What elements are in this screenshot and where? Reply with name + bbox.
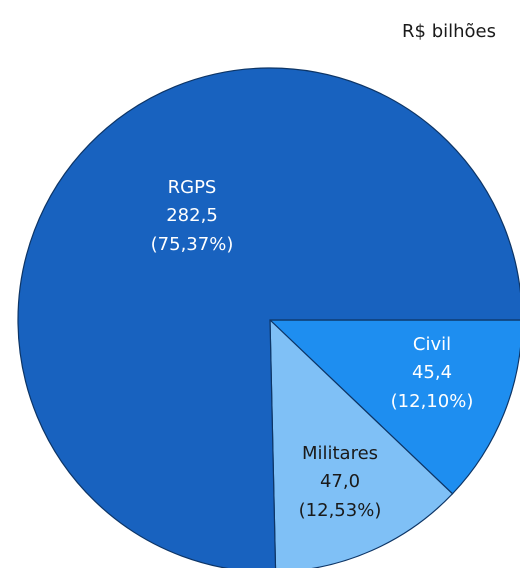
slice-percent-label: (12,10%) bbox=[391, 391, 474, 412]
pie-slice bbox=[268, 319, 520, 495]
slice-value-label: 282,5 bbox=[166, 205, 218, 226]
slice-label: RGPS bbox=[168, 177, 217, 198]
slice-percent-label: (12,53%) bbox=[299, 500, 382, 521]
chart-subtitle: R$ bilhões bbox=[402, 21, 496, 42]
pie-slice bbox=[269, 318, 454, 568]
slice-percent-label: (75,37%) bbox=[151, 234, 234, 255]
slice-value-label: 47,0 bbox=[320, 471, 360, 492]
slice-label: Civil bbox=[413, 334, 451, 355]
pie-slice bbox=[17, 67, 520, 568]
slice-value-label: 45,4 bbox=[412, 362, 452, 383]
slice-label: Militares bbox=[302, 443, 378, 464]
